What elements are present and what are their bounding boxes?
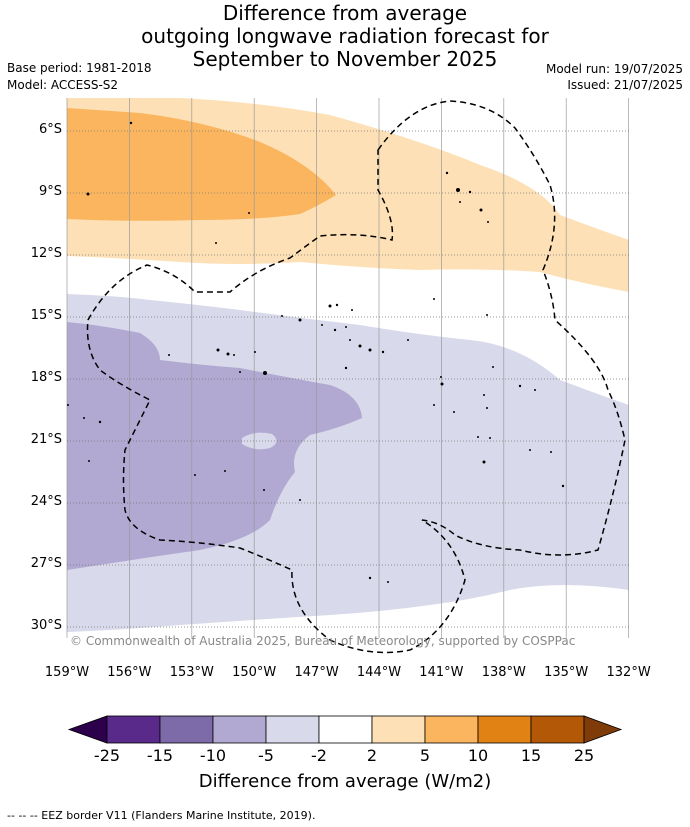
longitude-label: 147°W [294,665,339,680]
title-line-3: September to November 2025 [192,47,498,71]
colorbar-segment [106,715,161,744]
latitude-label: 21°S [30,432,62,447]
base-period: Base period: 1981-2018 [7,61,152,75]
latitude-label: 6°S [38,122,62,137]
anomaly-region-orange [67,108,336,221]
model-name: Model: ACCESS-S2 [7,78,119,92]
issued-date: Issued: 21/07/2025 [567,78,683,92]
model-run: Model run: 19/07/2025 [545,62,683,76]
colorbar-segment [424,715,479,744]
longitude-label: 135°W [544,665,589,680]
colorbar-tick-label: 5 [419,746,431,765]
colorbar-tick-label: 10 [467,746,489,765]
anomaly-fill [67,98,629,638]
colorbar-tick-label: 15 [520,746,542,765]
longitude-label: 159°W [44,665,90,680]
title-line-2: outgoing longwave radiation forecast for [141,24,549,48]
longitude-label: 132°W [606,665,651,680]
colorbar-tick-label: 2 [366,746,378,765]
longitude-label: 144°W [356,665,402,680]
colorbar-segment [371,715,426,744]
eez-border [86,100,626,654]
colorbar-under-arrow [67,715,108,744]
colorbar-tick-label: -15 [146,746,174,765]
anomaly-region-purple [67,322,362,570]
colorbar-tick-label: -5 [258,746,274,765]
colorbar-segment [265,715,320,744]
island-markers [67,121,565,583]
longitude-label: 153°W [169,665,214,680]
colorbar-segment [212,715,267,744]
longitude-label: 156°W [107,665,152,680]
colorbar-tick-label: 25 [573,746,595,765]
latitude-label: 27°S [30,556,62,571]
longitude-label: 141°W [419,665,464,680]
latitude-label: 30°S [30,618,62,633]
title-line-1: Difference from average [222,1,468,25]
colorbar-segment [477,715,532,744]
colorbar-tick-label: -25 [93,746,121,765]
copyright-notice: © Commonwealth of Australia 2025, Bureau… [70,634,576,648]
gridlines [66,98,629,638]
colorbar-tick-label: -2 [311,746,327,765]
colorbar-segment [159,715,214,744]
latitude-label: 18°S [30,370,62,385]
latitude-label: 15°S [30,308,62,323]
latitude-label: 24°S [30,494,62,509]
colorbar-title: Difference from average (W/m2) [198,771,492,792]
longitude-label: 150°W [232,665,277,680]
colorbar [67,715,623,744]
colorbar-segment [530,715,585,744]
colorbar-tick-label: -10 [199,746,227,765]
latitude-label: 9°S [38,184,62,199]
colorbar-segment [318,715,373,744]
latitude-label: 12°S [30,246,62,261]
colorbar-over-arrow [583,715,623,744]
longitude-label: 138°W [481,665,526,680]
eez-legend-footer: -- -- -- EEZ border V11 (Flanders Marine… [7,809,316,822]
